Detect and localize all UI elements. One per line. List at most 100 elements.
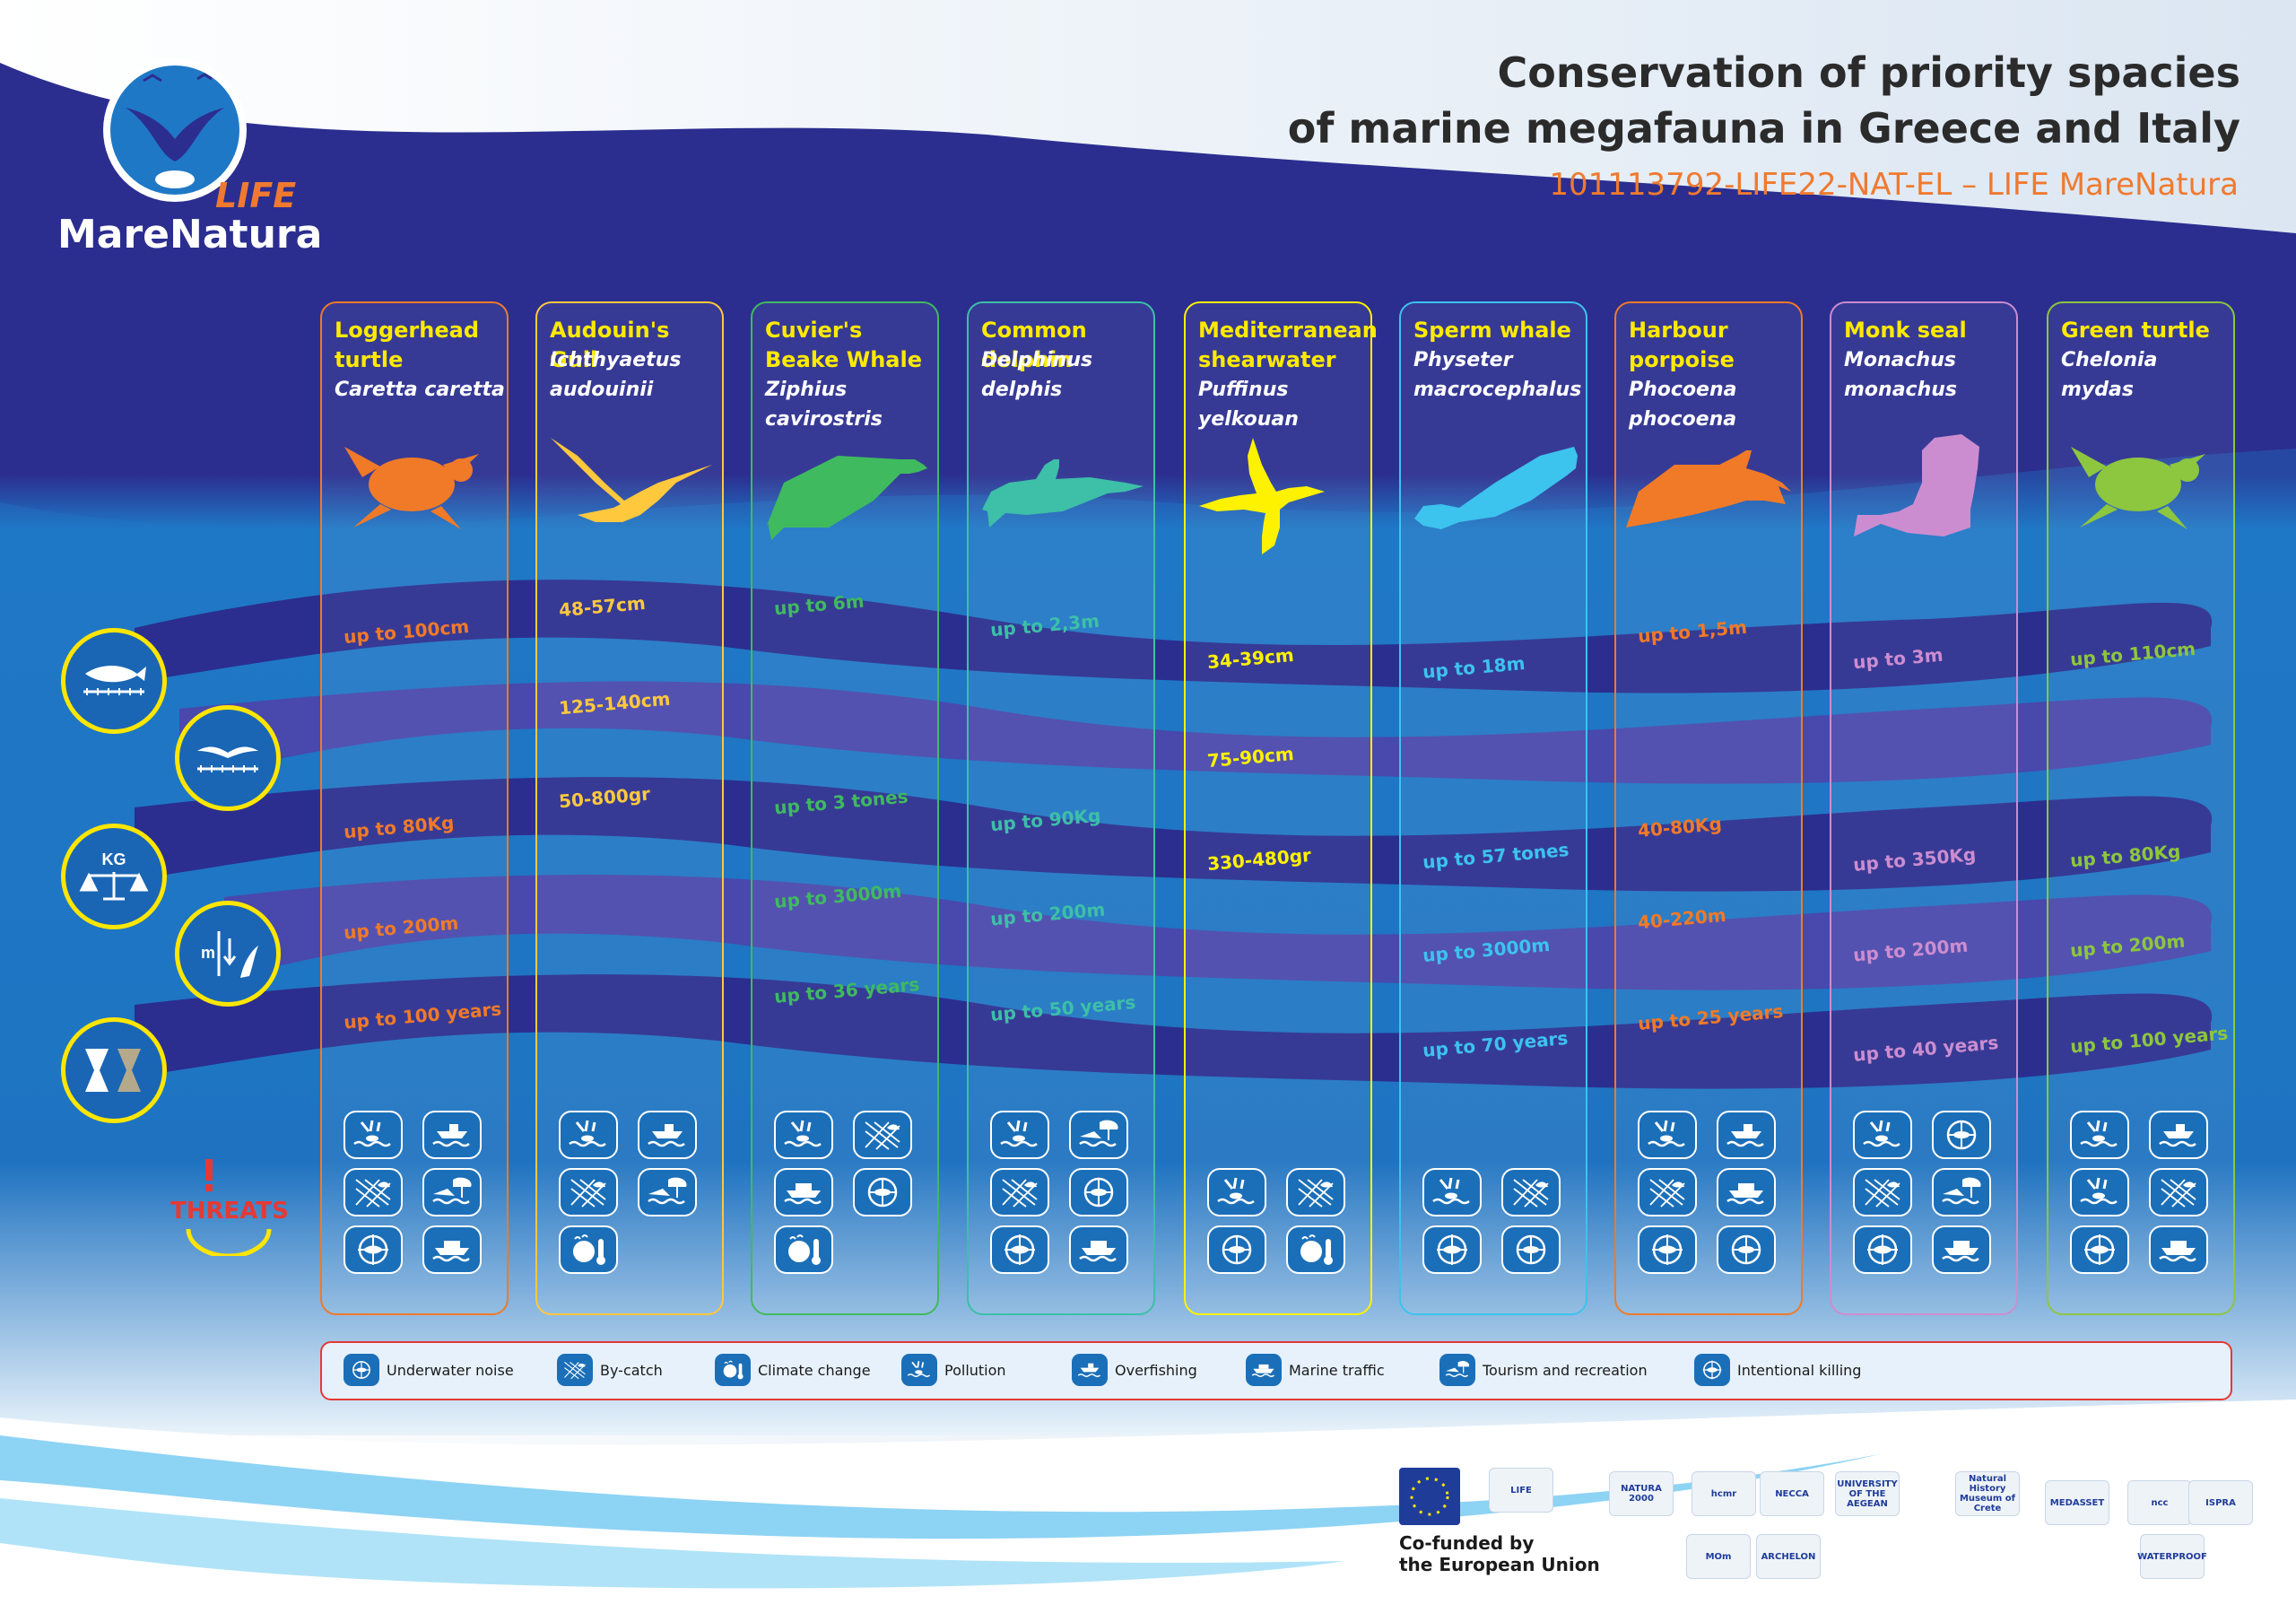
cofunded-text: Co-funded by the European Union <box>1399 1532 1600 1575</box>
by-catch-icon <box>990 1168 1049 1216</box>
lifespan-hourglass-icon <box>61 1017 167 1123</box>
legend-item: Underwater noise <box>344 1354 514 1386</box>
marine-traffic-icon <box>1717 1168 1776 1216</box>
species-length: up to 6m <box>773 589 865 620</box>
species-lifespan: up to 100 years <box>2069 1022 2230 1058</box>
species-depth: up to 200m <box>343 911 460 944</box>
species-card: Harbour porpoise Phocoena phocoena up to 1… <box>1614 301 1803 1315</box>
eu-flag-icon <box>1399 1468 1460 1525</box>
partner-logo: WATERPROOF <box>2137 1534 2207 1579</box>
legend-item: Overfishing <box>1072 1354 1197 1386</box>
weight-scale-icon: KG <box>61 824 167 929</box>
marine-traffic-icon <box>1246 1354 1282 1386</box>
partner-logo: MOm <box>1686 1534 1751 1579</box>
underwater-noise-icon <box>853 1168 912 1216</box>
depth-diving-icon: m <box>175 901 281 1007</box>
marine-traffic-icon <box>1932 1225 1991 1274</box>
legend-item: Marine traffic <box>1246 1354 1385 1386</box>
legend-label: Underwater noise <box>387 1361 514 1379</box>
overfishing-icon <box>638 1111 697 1159</box>
intentional-killing-icon <box>1638 1225 1697 1274</box>
species-name: Monk seal <box>1844 318 1967 343</box>
species-lifespan: up to 25 years <box>1637 999 1785 1035</box>
species-name: Sperm whale <box>1413 318 1571 343</box>
intentional-killing-icon <box>2070 1225 2129 1274</box>
svg-text:KG: KG <box>102 850 126 868</box>
species-name: Mediterranean shearwater <box>1198 318 1378 372</box>
by-catch-icon <box>1853 1168 1912 1216</box>
title-line-1: Conservation of priority spacies <box>1497 48 2240 97</box>
pollution-icon <box>1207 1168 1266 1216</box>
underwater-noise-icon <box>1501 1225 1561 1274</box>
legend-item: Pollution <box>901 1354 1006 1386</box>
title-line-2: of marine megafauna in Greece and Italy <box>1287 104 2240 153</box>
legend-label: Pollution <box>944 1361 1006 1379</box>
species-weight: 50-800gr <box>558 782 651 813</box>
legend-label: Climate change <box>758 1361 871 1379</box>
partner-logo: NATURA 2000 <box>1609 1471 1674 1516</box>
legend-label: Overfishing <box>1115 1361 1197 1379</box>
species-name: Loggerhead turtle <box>335 318 479 372</box>
species-lifespan: up to 40 years <box>1852 1031 2000 1067</box>
scientific-name: Monachus monachus <box>1844 349 1958 401</box>
cofunded-line-2: the European Union <box>1399 1554 1600 1575</box>
partner-logo: UNIVERSITY OF THE AEGEAN <box>1835 1471 1900 1516</box>
legend-item: Intentional killing <box>1694 1354 1861 1386</box>
partner-logo: ncc <box>2127 1480 2192 1525</box>
species-depth: up to 200m <box>989 898 1107 930</box>
partner-logo: NECCA <box>1760 1471 1824 1516</box>
underwater-noise-icon <box>344 1354 379 1386</box>
dolphin-silhouette-icon <box>973 429 1152 567</box>
species-depth: up to 3000m <box>773 879 903 913</box>
legend-label: By-catch <box>600 1361 663 1379</box>
species-length: up to 3m <box>1852 643 1944 674</box>
threats-legend: Underwater noise By-catch Climate change Po… <box>320 1341 2232 1400</box>
scientific-name: Puffinus yelkouan <box>1198 379 1299 431</box>
species-lifespan: up to 100 years <box>343 998 503 1033</box>
species-name: Cuvier's Beake Whale <box>765 318 922 372</box>
logo-name: MareNatura <box>57 212 323 257</box>
species-lifespan: up to 50 years <box>989 990 1137 1026</box>
scientific-name: Ziphius cavirostris <box>765 379 883 431</box>
species-weight: up to 57 tones <box>1422 838 1570 874</box>
by-catch-icon <box>559 1168 618 1216</box>
species-name: Green turtle <box>2061 318 2210 343</box>
scientific-name: Delphinus delphis <box>981 349 1093 401</box>
by-catch-icon <box>1286 1168 1345 1216</box>
species-card: Common dolphin Delphinus delphis up to 2,3… <box>967 301 1155 1315</box>
species-card: Green turtle Chelonia mydas up to 110cm up … <box>2047 301 2235 1315</box>
underwater-noise-icon <box>1069 1168 1128 1216</box>
species-depth: up to 3000m <box>1422 933 1552 967</box>
species-length: up to 110cm <box>2069 637 2197 671</box>
species-name: Harbour porpoise <box>1629 318 1735 372</box>
by-catch-icon <box>344 1168 403 1216</box>
pollution-icon <box>990 1111 1049 1159</box>
length-ruler-fish-icon <box>61 628 167 734</box>
species-card: Cuvier's Beake Whale Ziphius cavirostris u… <box>751 301 939 1315</box>
wingspan-bird-icon <box>175 705 281 811</box>
intentional-killing-icon <box>1422 1225 1482 1274</box>
partner-logo: ISPRA <box>2188 1480 2253 1525</box>
tourism-icon <box>1932 1168 1991 1216</box>
legend-item: By-catch <box>557 1354 663 1386</box>
species-depth: up to 200m <box>1852 934 1970 966</box>
gull-silhouette-icon <box>542 429 721 567</box>
overfishing-icon <box>1072 1354 1108 1386</box>
threats-label: THREATS <box>170 1198 289 1225</box>
species-length: up to 18m <box>1422 652 1526 683</box>
turtle-silhouette-icon <box>2053 429 2232 567</box>
logo-life-text: LIFE <box>215 176 297 215</box>
marine-traffic-icon <box>2149 1225 2208 1274</box>
scientific-name: Ichthyaetus audouinii <box>550 349 682 401</box>
marine-traffic-icon <box>422 1225 482 1274</box>
species-weight: up to 80Kg <box>2069 840 2182 872</box>
pollution-icon <box>774 1111 833 1159</box>
species-depth: 40-220m <box>1637 903 1727 934</box>
species-depth: up to 200m <box>2069 929 2187 962</box>
intentional-killing-icon <box>1853 1225 1912 1274</box>
turtle-silhouette-icon <box>326 429 506 567</box>
underwater-noise-icon <box>1717 1225 1776 1274</box>
by-catch-icon <box>2149 1168 2208 1216</box>
scientific-name: Caretta caretta <box>335 379 505 401</box>
beaked-whale-silhouette-icon <box>757 429 936 567</box>
